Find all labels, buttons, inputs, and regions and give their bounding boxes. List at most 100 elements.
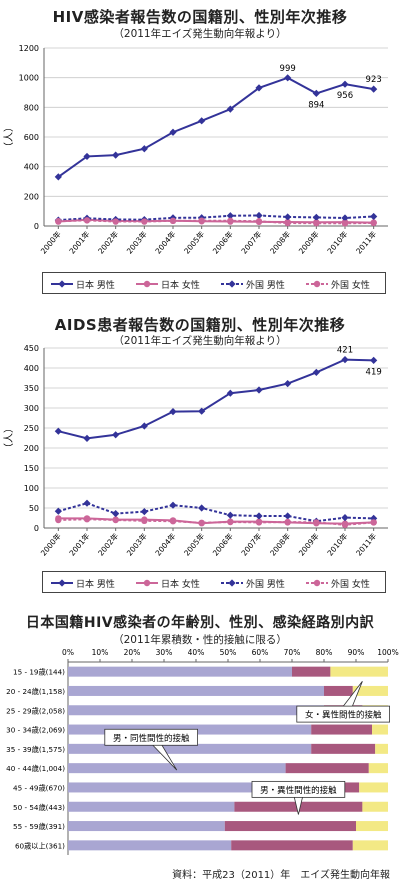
data-point bbox=[169, 501, 177, 509]
legend-label: 外国 女性 bbox=[331, 579, 370, 590]
bar-segment bbox=[330, 666, 388, 677]
series-line bbox=[58, 502, 374, 523]
bar-segment bbox=[311, 724, 372, 735]
x-tick-label: 2011年 bbox=[353, 530, 378, 557]
y-axis-label: （人） bbox=[3, 122, 15, 152]
callout-box bbox=[251, 780, 346, 798]
y-tick-label: 0 bbox=[34, 524, 39, 533]
chart2-legend: 日本 男性 日本 女性 外国 男性 外国 女性 bbox=[42, 571, 386, 593]
legend-marker bbox=[143, 280, 151, 288]
y-tick-label: 50 bbox=[29, 504, 39, 513]
data-point bbox=[341, 220, 349, 227]
x-tick-label: 20% bbox=[124, 648, 141, 657]
x-tick-label: 2005年 bbox=[181, 530, 206, 557]
data-point bbox=[55, 516, 62, 524]
legend-marker bbox=[313, 280, 321, 288]
legend-swatch bbox=[306, 280, 328, 288]
data-label: 923 bbox=[366, 75, 382, 85]
data-point bbox=[198, 217, 205, 224]
y-tick-label: 250 bbox=[24, 424, 39, 433]
y-tick-label: 350 bbox=[24, 384, 39, 393]
category-label: 20 - 24歳(1,158) bbox=[6, 687, 65, 696]
legend-marker bbox=[228, 280, 236, 288]
callout-box bbox=[104, 728, 199, 746]
category-label: 40 - 44歳(1,004) bbox=[6, 764, 65, 773]
legend-item: 外国 女性 bbox=[306, 576, 370, 590]
chart1-legend: 日本 男性 日本 女性 外国 男性 外国 女性 bbox=[42, 272, 386, 294]
bar-segment bbox=[362, 801, 388, 812]
data-point bbox=[198, 519, 205, 526]
legend-marker bbox=[58, 280, 66, 288]
bar-segment bbox=[324, 685, 353, 696]
data-point bbox=[226, 212, 234, 220]
series-label: 男・異性間性的接触 bbox=[260, 785, 337, 796]
legend-swatch bbox=[51, 280, 73, 288]
bar-segment bbox=[68, 666, 292, 677]
x-tick-label: 2005年 bbox=[181, 228, 206, 255]
data-point bbox=[255, 211, 263, 220]
x-tick-label: 2002年 bbox=[95, 530, 120, 557]
y-tick-label: 200 bbox=[24, 444, 39, 453]
data-point bbox=[83, 434, 91, 442]
x-tick-label: 2006年 bbox=[210, 530, 235, 557]
data-point bbox=[284, 512, 292, 520]
x-tick-label: 40% bbox=[188, 648, 205, 657]
data-point bbox=[112, 510, 120, 518]
bar-segment bbox=[356, 821, 388, 832]
x-tick-label: 2009年 bbox=[296, 228, 321, 255]
x-tick-label: 2011年 bbox=[353, 228, 378, 255]
bar-segment bbox=[352, 685, 388, 696]
category-label: 35 - 39歳(1,575) bbox=[6, 745, 65, 754]
data-point bbox=[83, 152, 91, 161]
y-tick-label: 400 bbox=[24, 163, 39, 172]
legend-marker bbox=[58, 579, 66, 587]
data-point bbox=[140, 508, 148, 516]
legend-item: 日本 女性 bbox=[136, 576, 200, 590]
bar-segment bbox=[368, 763, 388, 774]
y-tick-label: 400 bbox=[24, 364, 39, 373]
x-tick-label: 2008年 bbox=[267, 228, 292, 255]
chart1-subtitle: （2011年エイズ発生動向年報より） bbox=[113, 28, 287, 40]
data-point bbox=[112, 516, 119, 524]
legend-item: 外国 女性 bbox=[306, 277, 370, 291]
series-label: 女・異性間性的接触 bbox=[305, 710, 382, 721]
x-tick-label: 80% bbox=[316, 648, 333, 657]
data-point bbox=[370, 519, 377, 526]
legend-item: 日本 女性 bbox=[136, 277, 200, 291]
data-point bbox=[169, 408, 177, 416]
data-point bbox=[141, 517, 148, 524]
data-point bbox=[370, 356, 378, 364]
bar-segment bbox=[352, 840, 388, 851]
data-point bbox=[54, 507, 62, 515]
category-label: 60歳以上(361) bbox=[15, 841, 65, 850]
y-tick-label: 100 bbox=[24, 484, 39, 493]
data-point bbox=[112, 151, 120, 159]
bar-segment bbox=[68, 685, 324, 696]
data-point bbox=[312, 213, 320, 221]
data-point bbox=[255, 519, 263, 526]
legend-label: 日本 女性 bbox=[161, 280, 200, 291]
data-point bbox=[83, 499, 91, 507]
data-point bbox=[255, 218, 263, 225]
data-point bbox=[284, 380, 292, 388]
x-tick-label: 2010年 bbox=[325, 228, 350, 255]
chart2-subtitle: （2011年エイズ発生動向年報より） bbox=[113, 335, 287, 347]
legend-label: 日本 男性 bbox=[76, 280, 115, 291]
x-tick-label: 10% bbox=[92, 648, 109, 657]
source-note: 資料：平成23（2011）年 エイズ発生動向年報 bbox=[172, 870, 390, 881]
category-label: 15 - 19歳(144) bbox=[13, 668, 65, 677]
data-point bbox=[313, 519, 320, 526]
legend-marker bbox=[143, 579, 151, 587]
data-point bbox=[198, 117, 206, 125]
series-line bbox=[58, 518, 374, 526]
legend-item: 日本 男性 bbox=[51, 277, 115, 291]
data-point bbox=[169, 217, 177, 225]
data-point bbox=[141, 218, 148, 225]
data-point bbox=[341, 80, 349, 88]
legend-marker bbox=[228, 579, 236, 587]
legend-swatch bbox=[221, 579, 243, 587]
y-tick-label: 800 bbox=[24, 103, 39, 112]
bar-segment bbox=[285, 763, 369, 774]
category-label: 25 - 29歳(2,058) bbox=[6, 706, 65, 715]
category-label: 30 - 34歳(2,069) bbox=[6, 726, 65, 735]
